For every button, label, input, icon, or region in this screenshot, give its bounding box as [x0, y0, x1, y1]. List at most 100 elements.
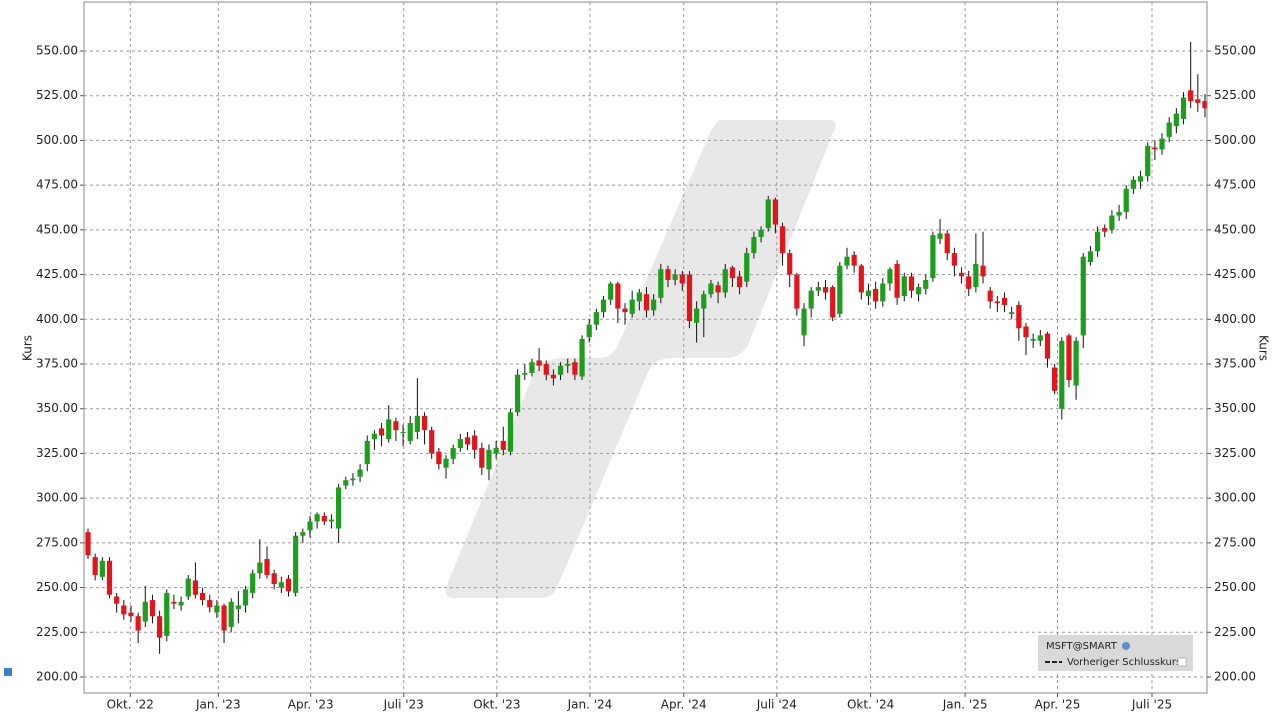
candle-body — [1009, 312, 1015, 314]
candle-body — [278, 582, 284, 588]
candle-body — [944, 233, 950, 254]
candle-body — [722, 269, 728, 293]
candle-body — [235, 605, 241, 610]
candle-body — [271, 573, 277, 584]
candle-body — [285, 578, 292, 592]
candle-body — [729, 267, 736, 279]
y2-tick-label: 425.00 — [1214, 267, 1256, 281]
y-tick-label: 325.00 — [36, 446, 78, 460]
y-tick-label: 350.00 — [36, 401, 78, 415]
y-tick-label: 225.00 — [36, 625, 78, 639]
candle-body — [958, 272, 965, 277]
candle-body — [1052, 367, 1058, 391]
candle-body — [92, 557, 98, 576]
candle-body — [830, 287, 836, 318]
candle-body — [808, 290, 814, 309]
x-tick-label: Jan. '24 — [567, 698, 613, 712]
candle-body — [751, 237, 757, 254]
candle-body — [199, 592, 206, 601]
candle-body — [1195, 99, 1201, 103]
legend-checkbox[interactable] — [1177, 657, 1187, 667]
candle-body — [1066, 335, 1072, 381]
candle-body — [464, 437, 471, 445]
candle-body — [801, 308, 807, 336]
candle-body — [600, 299, 607, 313]
candle-body — [522, 372, 528, 375]
candle-body — [694, 308, 700, 323]
candle-body — [393, 421, 399, 431]
candle-body — [386, 419, 392, 440]
x-tick-label: Juli '23 — [383, 698, 424, 712]
candle-body — [1137, 176, 1144, 182]
candle-body — [923, 279, 929, 289]
candle-body — [250, 573, 256, 593]
candle-body — [736, 276, 743, 288]
y-tick-label: 525.00 — [36, 88, 78, 102]
candle-body — [142, 601, 148, 622]
y2-tick-label: 525.00 — [1214, 88, 1256, 102]
candle-body — [242, 589, 249, 606]
candle-body — [572, 362, 578, 375]
y-tick-label: 300.00 — [36, 491, 78, 505]
candle-body — [515, 374, 521, 413]
candle-body — [421, 415, 428, 431]
y2-tick-label: 500.00 — [1214, 133, 1256, 147]
legend-entry: Vorheriger Schlusskurs — [1067, 657, 1181, 668]
candle-body — [593, 312, 599, 325]
candle-body — [1123, 188, 1129, 212]
candle-body — [915, 287, 922, 295]
candle-body — [851, 254, 857, 266]
candle-body — [257, 562, 263, 574]
candle-body — [321, 516, 327, 522]
candle-body — [350, 478, 356, 481]
candle-body — [837, 265, 843, 314]
candle-body — [1030, 338, 1036, 341]
candle-body — [307, 521, 313, 531]
candle-body — [436, 451, 442, 465]
candle-body — [178, 601, 184, 606]
x-tick-label: Apr. '23 — [288, 698, 334, 712]
candle-body — [1109, 215, 1115, 230]
y2-tick-label: 250.00 — [1214, 580, 1256, 594]
candle-body — [536, 360, 542, 366]
y2-tick-label: 375.00 — [1214, 356, 1256, 370]
candle-body — [164, 592, 170, 636]
y2-tick-label: 350.00 — [1214, 401, 1256, 415]
candle-body — [844, 256, 850, 266]
candle-body — [221, 605, 227, 631]
candle-body — [1116, 211, 1122, 216]
candle-body — [930, 235, 936, 279]
candle-body — [500, 440, 506, 450]
candle-body — [429, 430, 435, 454]
candle-body — [1001, 297, 1008, 305]
candle-body — [772, 199, 778, 225]
candle-body — [1080, 256, 1086, 336]
candle-body — [314, 514, 320, 522]
watermark — [445, 120, 836, 598]
candle-body — [414, 415, 420, 432]
candle-body — [336, 487, 342, 529]
y-tick-label: 475.00 — [36, 178, 78, 192]
y2-axis-label: Kurs — [1257, 335, 1271, 361]
y-tick-label: 550.00 — [36, 44, 78, 58]
candle-body — [85, 532, 91, 556]
candle-body — [815, 287, 821, 291]
candle-body — [658, 269, 664, 298]
candle-body — [1180, 97, 1187, 119]
candle-body — [1159, 138, 1165, 150]
candle-body — [328, 519, 335, 522]
candles — [85, 42, 1208, 654]
candle-body — [1016, 304, 1022, 329]
candle-body — [608, 283, 614, 300]
candle-body — [185, 578, 191, 597]
candle-body — [1044, 333, 1051, 359]
y-tick-label: 425.00 — [36, 267, 78, 281]
candle-body — [779, 226, 786, 254]
candle-body — [994, 301, 1000, 304]
legend: MSFT@SMART Vorheriger Schlusskurs — [1038, 635, 1193, 671]
candle-body — [873, 288, 879, 302]
candle-body — [529, 362, 535, 373]
candle-body — [1145, 145, 1151, 177]
candle-body — [908, 276, 915, 291]
candle-body — [643, 294, 650, 311]
